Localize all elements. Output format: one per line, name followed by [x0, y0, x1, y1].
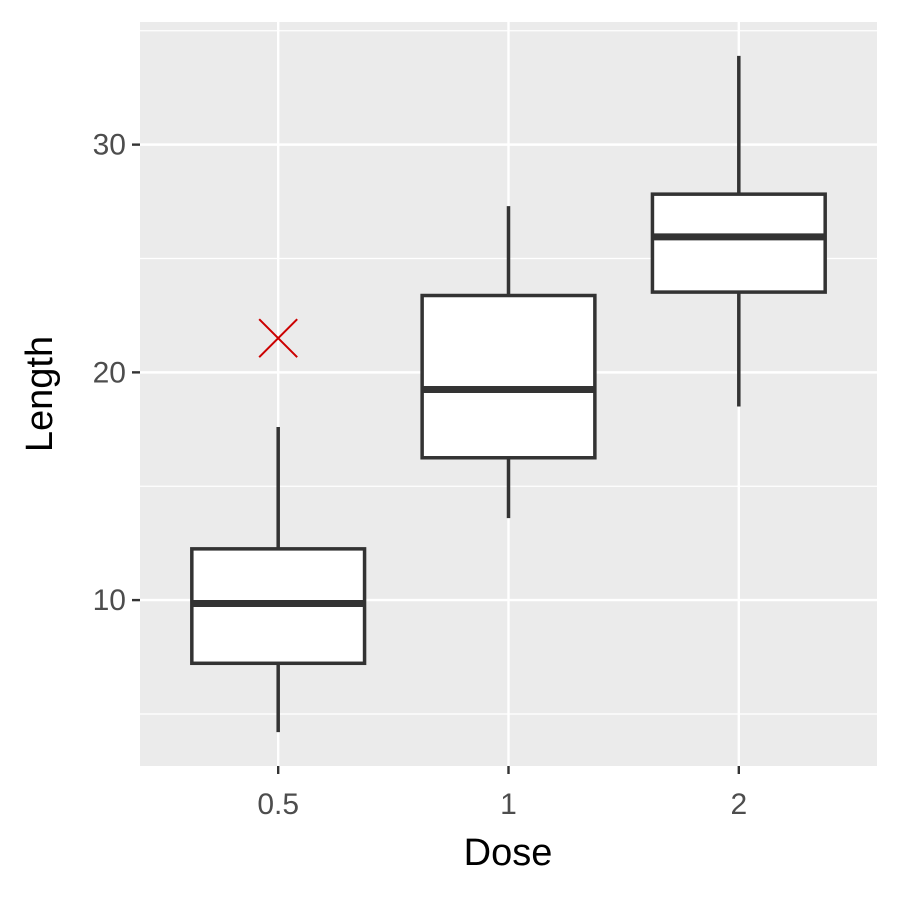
box	[420, 293, 597, 460]
y-axis-title: Length	[19, 336, 61, 452]
x-tick-label: 2	[730, 788, 747, 821]
box	[650, 192, 827, 294]
y-tick-label: 10	[93, 584, 126, 617]
x-axis-title: Dose	[464, 832, 553, 874]
y-tick-label: 20	[93, 356, 126, 389]
x-tick-label: 1	[500, 788, 517, 821]
y-tick-label: 30	[93, 129, 126, 162]
x-tick-label: 0.5	[257, 788, 299, 821]
outlier	[258, 318, 298, 358]
